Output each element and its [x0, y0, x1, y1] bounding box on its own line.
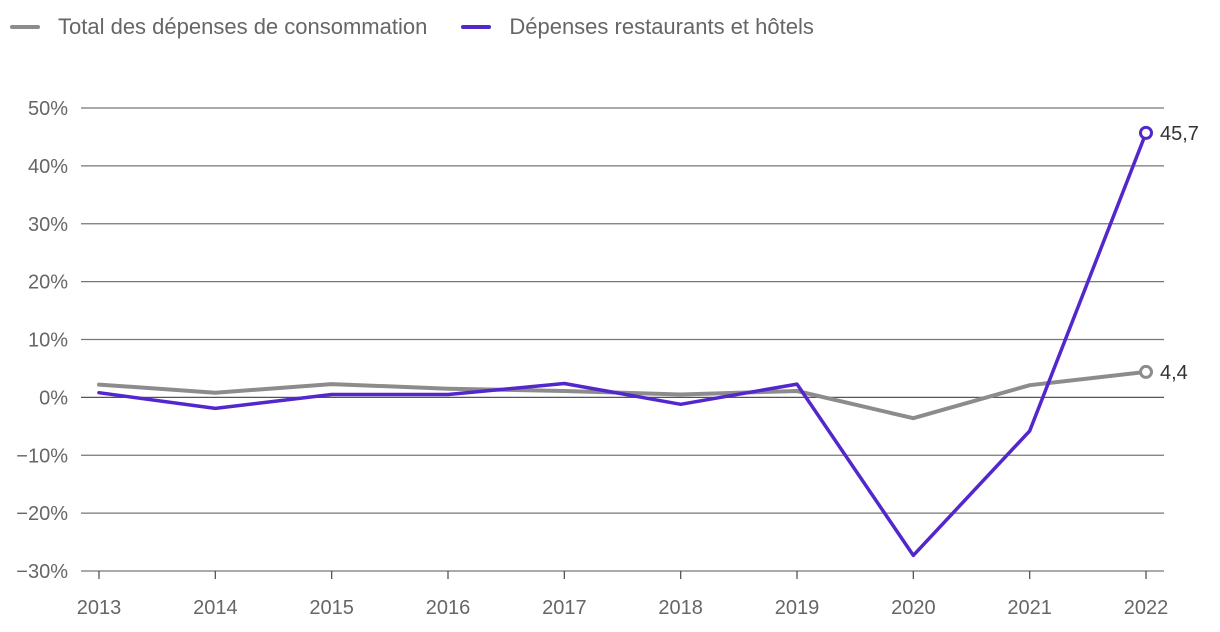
y-tick-label: 40%	[28, 156, 68, 178]
y-tick-label: 50%	[28, 98, 68, 120]
legend-item-total: Total des dépenses de consommation	[10, 14, 427, 40]
data-point-restaurants	[563, 382, 566, 385]
legend-label-total: Total des dépenses de consommation	[58, 14, 428, 39]
legend-label-restaurants: Dépenses restaurants et hôtels	[509, 14, 814, 39]
data-point-restaurants	[912, 554, 915, 557]
x-tick-label: 2015	[309, 597, 354, 619]
x-tick-label: 2016	[426, 597, 471, 619]
data-point-restaurants	[679, 403, 682, 406]
x-tick-label: 2017	[542, 597, 587, 619]
data-point-total	[795, 389, 799, 393]
end-value-label-total: 4,4	[1160, 362, 1188, 384]
y-axis: 50% 40% 30% 20% 10% 0% −10% −20% −30%	[16, 98, 68, 583]
y-tick-label: −30%	[16, 561, 68, 583]
data-point-total	[1028, 384, 1031, 387]
data-point-total	[97, 383, 101, 386]
x-tick-label: 2022	[1124, 597, 1169, 619]
legend-swatch-restaurants	[461, 25, 492, 29]
end-marker-restaurants	[1139, 125, 1153, 140]
data-point-total	[214, 391, 217, 394]
y-tick-label: 30%	[28, 214, 68, 236]
data-point-total	[679, 393, 682, 396]
end-value-label-restaurants: 45,7	[1160, 123, 1199, 145]
data-point-restaurants	[446, 393, 450, 396]
x-tick-label: 2013	[77, 597, 122, 619]
series-line-restaurants	[97, 131, 1148, 558]
legend-item-restaurants: Dépenses restaurants et hôtels	[461, 14, 814, 40]
data-point-total	[563, 389, 566, 393]
data-point-restaurants	[795, 382, 799, 386]
y-tick-label: 0%	[39, 387, 68, 409]
series-lines: 4,4 45,7	[97, 123, 1199, 558]
gridlines	[81, 107, 1164, 572]
legend: Total des dépenses de consommation Dépen…	[10, 14, 848, 40]
y-tick-label: 20%	[28, 272, 68, 294]
data-point-total	[330, 382, 333, 386]
x-tick-label: 2019	[775, 597, 820, 619]
data-point-restaurants	[330, 393, 333, 396]
x-tick-label: 2020	[891, 597, 936, 619]
x-tick-label: 2014	[193, 597, 238, 619]
data-point-total	[912, 417, 915, 420]
x-tick-label: 2021	[1007, 597, 1052, 619]
y-tick-label: −10%	[16, 445, 68, 467]
x-tick-label: 2018	[658, 597, 703, 619]
y-tick-label: 10%	[28, 330, 68, 352]
data-point-restaurants	[214, 407, 217, 410]
end-marker-total	[1139, 364, 1153, 379]
data-point-restaurants	[97, 391, 101, 394]
data-point-restaurants	[1028, 429, 1031, 433]
y-tick-label: −20%	[16, 503, 68, 525]
x-axis: 2013 2014 2015 2016 2017 2018 2019 2020 2021 2022	[77, 571, 1169, 619]
data-point-total	[446, 387, 450, 390]
legend-swatch-total	[10, 25, 40, 29]
